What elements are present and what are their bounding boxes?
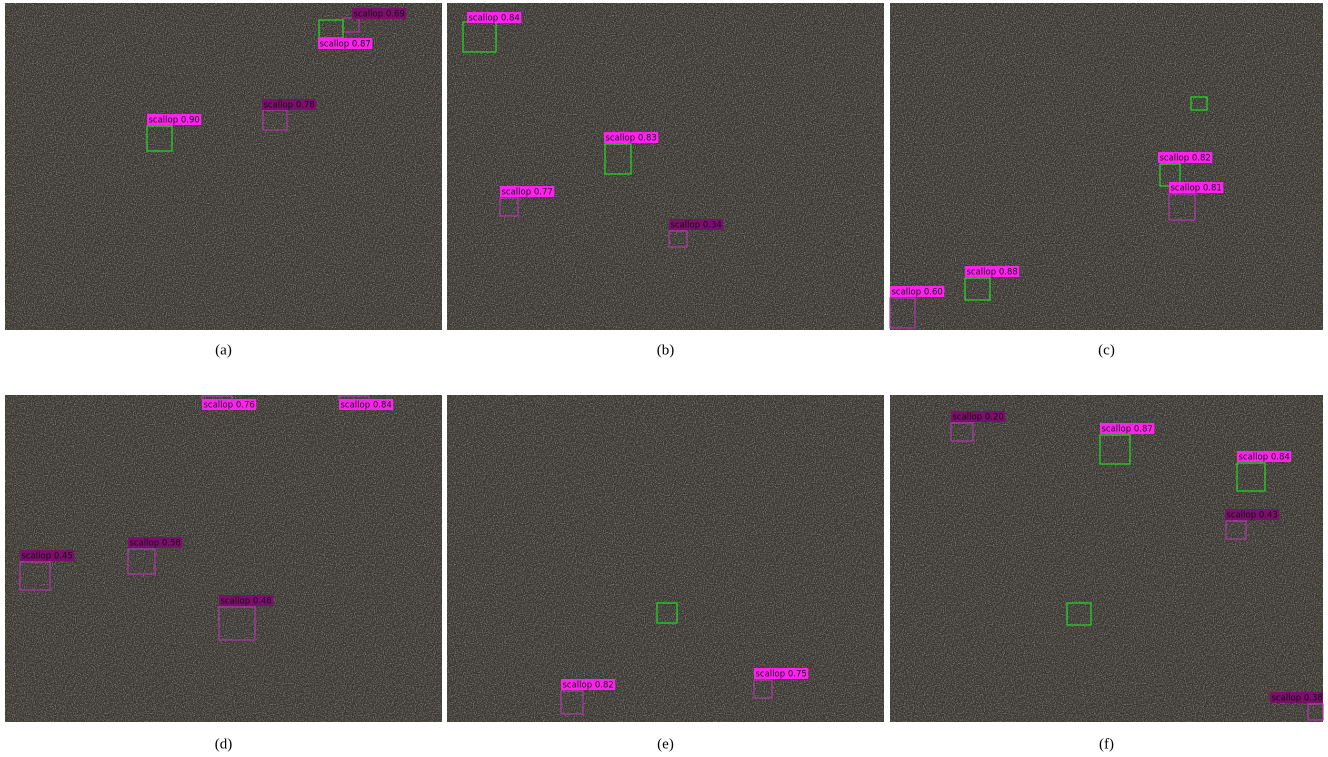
detection-label: scallop 0.58 (130, 539, 181, 549)
photo-panel: scallop 0.82 scallop 0.81 scallop 0.88 scal… (890, 3, 1323, 330)
figure: scallop 0.69 scallop 0.87 scallop 0.78 scal… (0, 0, 1328, 757)
photo-grain (5, 3, 442, 330)
detection-label: scallop 0.84 (469, 14, 520, 24)
photo-panel: scallop 0.84 scallop 0.83 scallop 0.77 scal… (447, 3, 884, 330)
detection-label: scallop 0.45 (22, 552, 73, 562)
detection-label: scallop 0.82 (1160, 154, 1211, 164)
photo-grain (447, 3, 884, 330)
detection-label: scallop 0.82 (563, 681, 614, 691)
detection-label: scallop 0.76 (204, 401, 255, 411)
caption: (e) (657, 736, 674, 752)
detection-label: scallop 0.43 (1227, 511, 1278, 521)
detection-label: scallop 0.84 (341, 401, 392, 411)
detection-label: scallop 0.88 (967, 268, 1018, 278)
detection-label: scallop 0.81 (1171, 184, 1222, 194)
detection-label: scallop 0.78 (264, 101, 315, 111)
caption: (d) (215, 736, 233, 752)
detection-label: scallop 0.48 (221, 597, 272, 607)
detection-label: scallop 0.87 (1102, 425, 1153, 435)
detection-label: scallop 0.20 (953, 413, 1004, 423)
photo-panel: scallop 0.69 scallop 0.87 scallop 0.78 scal… (5, 3, 442, 330)
detection-label: scallop 0.77 (502, 188, 553, 198)
detection-label: scallop 0.83 (606, 134, 657, 144)
detection-label: scallop 0.75 (756, 670, 807, 680)
photo-grain (890, 395, 1323, 722)
caption: (a) (215, 342, 232, 358)
detection-label: scallop 0.38 (1272, 694, 1323, 704)
caption: (b) (657, 342, 675, 358)
photo-grain (890, 3, 1323, 330)
detection-label: scallop 0.69 (354, 10, 405, 20)
detection-label: scallop 0.84 (1239, 453, 1290, 463)
caption: (f) (1099, 736, 1114, 752)
caption: (c) (1098, 342, 1115, 358)
photo-panel: scallop 0.82 scallop 0.75 (447, 395, 884, 722)
photo-grain (447, 395, 884, 722)
detection-label: scallop 0.87 (320, 40, 371, 50)
photo-panel: scallop 0.76 scallop 0.84 scallop 0.45 scal… (5, 395, 442, 722)
detection-label: scallop 0.60 (892, 288, 943, 298)
detection-label: scallop 0.34 (671, 221, 722, 231)
detection-label: scallop 0.90 (149, 116, 200, 126)
photo-panel: scallop 0.20 scallop 0.87 scallop 0.84 scal… (890, 395, 1323, 722)
